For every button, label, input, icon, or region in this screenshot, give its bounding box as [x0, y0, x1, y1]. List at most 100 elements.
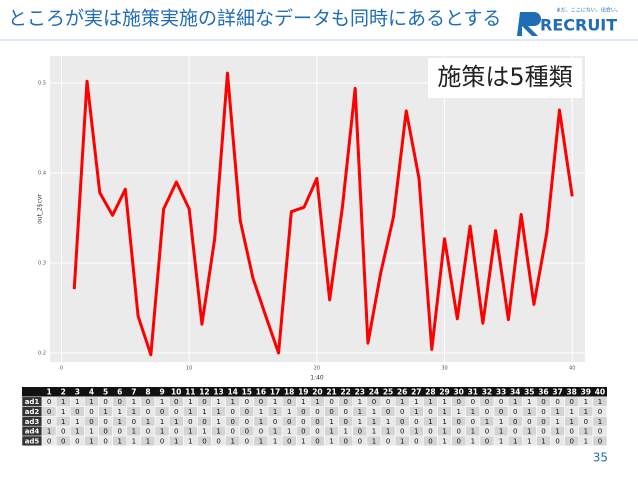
table-cell: 1 [61, 418, 65, 426]
table-cell: 1 [358, 408, 362, 416]
table-cell: 0 [188, 418, 192, 426]
table-cell: 1 [442, 398, 446, 406]
table-cell: 1 [160, 418, 164, 426]
table-cell: 1 [329, 418, 333, 426]
table-cell: 1 [386, 428, 390, 436]
table-cell: 0 [569, 428, 573, 436]
table-header-cell: 22 [340, 387, 350, 396]
table-cell: 1 [442, 408, 446, 416]
table-cell: 0 [414, 437, 418, 445]
table-cell: 1 [513, 437, 517, 445]
table-header-cell: 23 [355, 387, 365, 396]
table-cell: 0 [160, 408, 164, 416]
table-cell: 1 [442, 437, 446, 445]
table-cell: 1 [61, 398, 65, 406]
table-header-cell: 1 [46, 387, 51, 396]
table-cell: 1 [188, 437, 192, 445]
x-axis-label: 1:40 [310, 375, 324, 382]
table-cell: 0 [301, 428, 305, 436]
table-cell: 0 [598, 437, 602, 445]
table-cell: 0 [174, 398, 178, 406]
table-cell: 0 [428, 408, 432, 416]
table-cell: 1 [414, 408, 418, 416]
table-cell: 0 [146, 428, 150, 436]
table-cell: 1 [527, 437, 531, 445]
table-cell: 1 [47, 428, 51, 436]
data-line [72, 71, 574, 357]
table-header-cell: 26 [397, 387, 407, 396]
table-header-cell: 9 [159, 387, 164, 396]
table-cell: 1 [259, 408, 263, 416]
table-cell: 0 [47, 398, 51, 406]
table-cell: 0 [202, 418, 206, 426]
table-cell: 0 [456, 437, 460, 445]
table-cell: 1 [329, 437, 333, 445]
table-cell: 0 [301, 408, 305, 416]
table-cell: 0 [47, 408, 51, 416]
table-cell: 1 [230, 398, 234, 406]
table-cell: 1 [329, 428, 333, 436]
table-header-cell: 2 [61, 387, 66, 396]
table-cell: 1 [174, 418, 178, 426]
table-cell: 0 [132, 418, 136, 426]
table-cell: 1 [132, 428, 136, 436]
table-cell: 0 [513, 428, 517, 436]
table-cell: 0 [584, 418, 588, 426]
table-cell: 1 [442, 428, 446, 436]
table-cell: 1 [569, 408, 573, 416]
table-cell: 0 [343, 437, 347, 445]
table-header-cell: 8 [145, 387, 150, 396]
table-cell: 1 [273, 398, 277, 406]
table-cell: 1 [259, 437, 263, 445]
table-cell: 1 [89, 428, 93, 436]
table-cell: 0 [485, 398, 489, 406]
table-header-cell: 30 [453, 387, 463, 396]
table-cell: 0 [230, 408, 234, 416]
table-cell: 0 [61, 437, 65, 445]
table-header-cell: 15 [242, 387, 252, 396]
table-cell: 1 [188, 408, 192, 416]
table-header-cell: 20 [312, 387, 322, 396]
table-cell: 1 [202, 428, 206, 436]
table-cell: 0 [287, 437, 291, 445]
table-cell: 0 [103, 437, 107, 445]
slide-title: ところが実は施策実施の詳細なデータも同時にあるとする [8, 8, 501, 30]
table-cell: 0 [315, 418, 319, 426]
row-label: ad1 [25, 398, 40, 406]
table-cell: 0 [146, 408, 150, 416]
table-cell: 1 [428, 418, 432, 426]
x-tick-label: 10 [186, 366, 192, 372]
table-cell: 0 [103, 398, 107, 406]
table-cell: 1 [456, 408, 460, 416]
table-cell: 1 [287, 408, 291, 416]
table-cell: 0 [75, 408, 79, 416]
table-cell: 0 [89, 418, 93, 426]
table-cell: 1 [358, 398, 362, 406]
table-header-cell: 33 [496, 387, 506, 396]
table-cell: 0 [75, 437, 79, 445]
table-header-cell: 35 [524, 387, 534, 396]
table-cell: 0 [47, 437, 51, 445]
table-cell: 1 [569, 418, 573, 426]
row-label: ad2 [25, 408, 40, 416]
table-cell: 1 [273, 408, 277, 416]
table-header-cell: 10 [171, 387, 181, 396]
table-cell: 0 [315, 428, 319, 436]
table-cell: 0 [499, 408, 503, 416]
table-cell: 0 [499, 398, 503, 406]
table-cell: 1 [117, 418, 121, 426]
table-cell: 1 [584, 437, 588, 445]
table-cell: 0 [174, 428, 178, 436]
table-cell: 1 [584, 428, 588, 436]
table-cell: 0 [555, 398, 559, 406]
table-cell: 1 [527, 428, 531, 436]
table-cell: 0 [569, 437, 573, 445]
table-cell: 0 [358, 437, 362, 445]
table-cell: 1 [555, 428, 559, 436]
table-cell: 1 [584, 408, 588, 416]
table-cell: 0 [527, 418, 531, 426]
table-cell: 0 [230, 418, 234, 426]
table-header-cell: 36 [538, 387, 548, 396]
plot-panel [50, 56, 585, 362]
x-tick-label: 20 [314, 366, 320, 372]
